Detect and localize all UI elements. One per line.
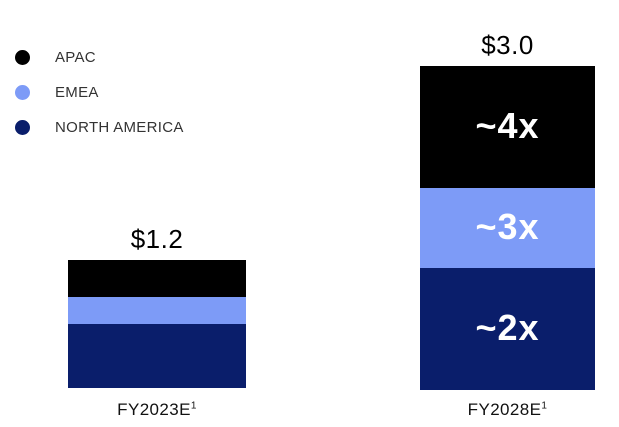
bar-total-fy2028e: $3.0 [481,30,534,60]
legend-item-apac: APAC [15,40,184,75]
legend-item-north-america: NORTH AMERICA [15,110,184,145]
bar-segment-north-america: ~2x [420,268,595,390]
bar-fy2028e: ~4x ~3x ~2x [420,66,595,390]
x-axis-label-fy2028e: FY2028E1 [420,400,595,420]
legend-label-north-america: NORTH AMERICA [55,119,184,136]
x-axis-label-fy2023e: FY2023E1 [68,400,246,420]
bar-segment-emea [68,297,246,324]
legend-item-emea: EMEA [15,75,184,110]
segment-multiplier-label: ~4x [475,105,540,146]
category-label: FY2023E [117,400,191,419]
legend-swatch-emea-icon [15,85,30,100]
legend-label-emea: EMEA [55,84,99,101]
bar-segment-apac [68,260,246,297]
footnote-marker: 1 [190,400,197,412]
bar-fy2023e [68,260,246,388]
category-label: FY2028E [467,400,542,419]
bar-segment-north-america [68,324,246,388]
bar-total-fy2023e: $1.2 [130,224,184,254]
legend-swatch-apac-icon [15,50,30,65]
segment-multiplier-label: ~3x [475,206,540,247]
footnote-marker: 1 [541,400,548,412]
bar-segment-emea: ~3x [420,188,595,268]
segment-multiplier-label: ~2x [475,307,540,348]
chart-legend: APAC EMEA NORTH AMERICA [15,40,184,145]
bar-segment-apac: ~4x [420,66,595,188]
legend-label-apac: APAC [55,49,96,66]
legend-swatch-north-america-icon [15,120,30,135]
